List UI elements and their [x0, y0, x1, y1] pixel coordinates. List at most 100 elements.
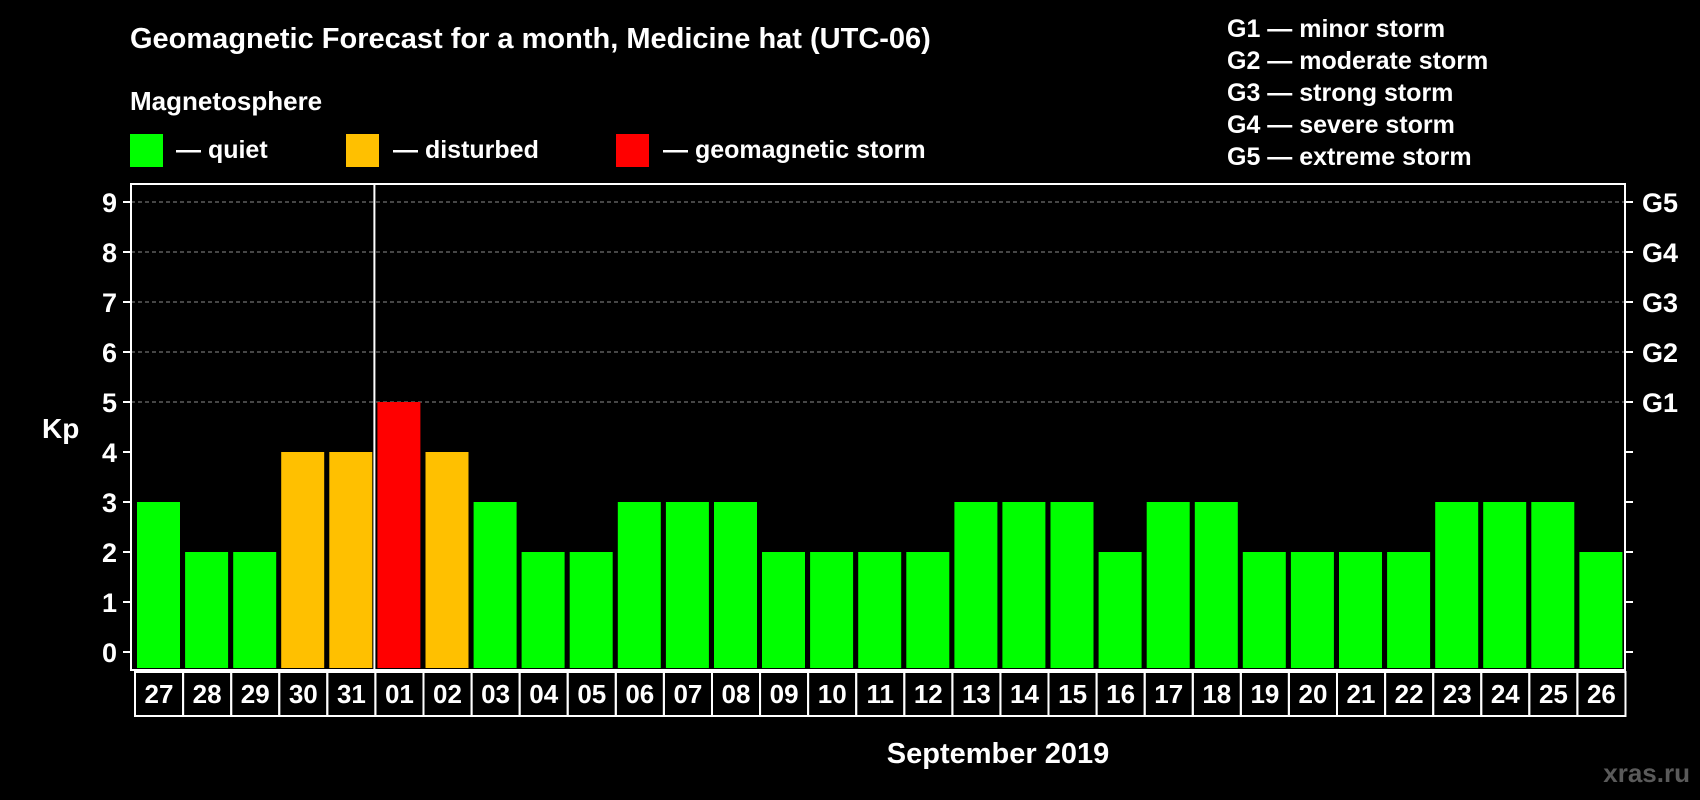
date-label-08: 08 — [722, 679, 751, 709]
date-label-23: 23 — [1443, 679, 1472, 709]
bar-06 — [617, 502, 661, 668]
legend-label-quiet: — quiet — [176, 136, 268, 164]
date-label-25: 25 — [1539, 679, 1568, 709]
storm-scale-g4: G4 — severe storm — [1227, 111, 1455, 139]
storm-scale-g1: G1 — minor storm — [1227, 15, 1445, 43]
bar-26 — [1579, 552, 1623, 668]
y-tick-label: 6 — [102, 338, 117, 368]
y-tick-label: 9 — [102, 188, 117, 218]
y-axis-ticks: 0 1 2 3 4 5 6 7 8 9 — [102, 188, 1633, 668]
date-label-10: 10 — [818, 679, 847, 709]
bar-20 — [1290, 552, 1334, 668]
y-tick-label: 8 — [102, 238, 117, 268]
bar-13 — [954, 502, 998, 668]
date-label-12: 12 — [914, 679, 943, 709]
bar-10 — [810, 552, 854, 668]
date-cell — [1576, 671, 1627, 717]
date-label-28: 28 — [193, 679, 222, 709]
date-label-22: 22 — [1395, 679, 1424, 709]
date-label-30: 30 — [289, 679, 318, 709]
grid-lines — [131, 201, 1625, 403]
right-axis-label-g3: G3 — [1642, 288, 1678, 318]
date-axis: 27 28 29 30 31 01 02 03 04 05 06 07 08 09 10 11 12 13 14 15… — [134, 671, 1627, 717]
legend-label-disturbed: — disturbed — [393, 136, 539, 164]
storm-scale-g5: G5 — extreme storm — [1227, 143, 1472, 171]
bar-30 — [281, 452, 325, 668]
bar-07 — [665, 502, 709, 668]
storm-scale-legend: G1 — minor storm G2 — moderate storm G3 … — [1227, 15, 1488, 171]
bar-29 — [233, 552, 277, 668]
date-label-16: 16 — [1106, 679, 1135, 709]
bar-05 — [569, 552, 613, 668]
date-label-03: 03 — [481, 679, 510, 709]
date-label-24: 24 — [1491, 679, 1520, 709]
y-axis-title: Kp — [42, 413, 79, 444]
bar-24 — [1483, 502, 1527, 668]
y-tick-label: 1 — [102, 588, 117, 618]
legend-swatch-storm — [616, 134, 649, 167]
date-label-13: 13 — [962, 679, 991, 709]
bar-23 — [1435, 502, 1479, 668]
y-tick-label: 5 — [102, 388, 117, 418]
bar-28 — [185, 552, 229, 668]
bar-22 — [1387, 552, 1431, 668]
bar-19 — [1242, 552, 1286, 668]
bar-17 — [1146, 502, 1190, 668]
right-axis-label-g4: G4 — [1642, 238, 1678, 268]
bar-11 — [858, 552, 902, 668]
date-label-26: 26 — [1587, 679, 1616, 709]
bar-03 — [473, 502, 517, 668]
bar-16 — [1098, 552, 1142, 668]
date-label-06: 06 — [625, 679, 654, 709]
legend-swatch-disturbed — [346, 134, 379, 167]
date-label-18: 18 — [1202, 679, 1231, 709]
watermark: xras.ru — [1603, 758, 1690, 788]
date-label-02: 02 — [433, 679, 462, 709]
y-tick-label: 3 — [102, 488, 117, 518]
date-label-29: 29 — [241, 679, 270, 709]
x-axis-month-label: September 2019 — [887, 738, 1109, 770]
chart-title: Geomagnetic Forecast for a month, Medici… — [130, 23, 931, 55]
bar-12 — [906, 552, 950, 668]
bar-04 — [521, 552, 565, 668]
bar-31 — [329, 452, 373, 668]
right-axis-label-g2: G2 — [1642, 338, 1678, 368]
date-label-05: 05 — [577, 679, 606, 709]
storm-scale-g2: G2 — moderate storm — [1227, 47, 1488, 75]
date-label-19: 19 — [1250, 679, 1279, 709]
legend-swatch-quiet — [130, 134, 163, 167]
bar-25 — [1531, 502, 1575, 668]
storm-scale-g3: G3 — strong storm — [1227, 79, 1453, 107]
status-legend: — quiet — disturbed — geomagnetic storm — [130, 134, 926, 167]
y-tick-label: 2 — [102, 538, 117, 568]
legend-label-storm: — geomagnetic storm — [663, 136, 926, 164]
date-label-17: 17 — [1154, 679, 1183, 709]
date-label-20: 20 — [1299, 679, 1328, 709]
date-label-14: 14 — [1010, 679, 1039, 709]
date-label-31: 31 — [337, 679, 366, 709]
bar-08 — [714, 502, 757, 668]
magnetosphere-label: Magnetosphere — [130, 86, 322, 116]
date-label-07: 07 — [673, 679, 702, 709]
bar-15 — [1050, 502, 1094, 668]
date-label-01: 01 — [385, 679, 414, 709]
y-tick-label: 7 — [102, 288, 117, 318]
right-axis-label-g1: G1 — [1642, 388, 1678, 418]
bar-21 — [1339, 552, 1382, 668]
y-tick-label: 4 — [102, 438, 117, 468]
right-axis-label-g5: G5 — [1642, 188, 1678, 218]
bar-02 — [425, 452, 469, 668]
date-label-09: 09 — [770, 679, 799, 709]
y-tick-label: 0 — [102, 638, 117, 668]
bar-27 — [137, 502, 180, 668]
bar-01 — [377, 402, 421, 668]
bar-18 — [1194, 502, 1238, 668]
date-label-11: 11 — [866, 679, 894, 709]
date-label-21: 21 — [1347, 679, 1376, 709]
right-axis-g-labels: G1 G2 G3 G4 G5 — [1642, 188, 1678, 418]
date-label-27: 27 — [145, 679, 174, 709]
date-label-15: 15 — [1058, 679, 1087, 709]
bar-09 — [762, 552, 805, 668]
bar-14 — [1002, 502, 1046, 668]
